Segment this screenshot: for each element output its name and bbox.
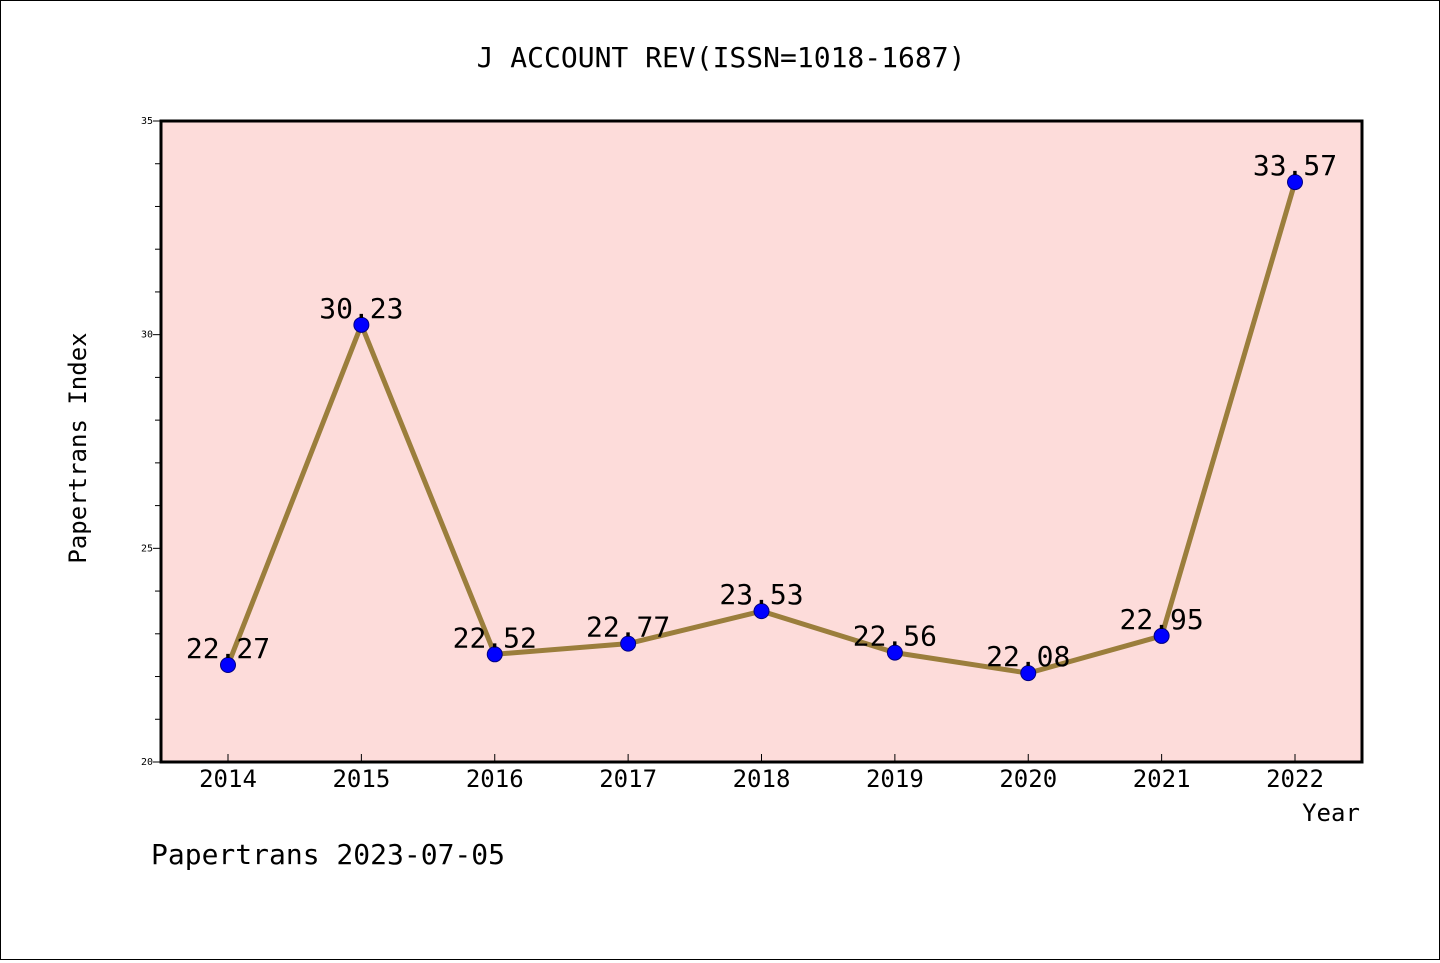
- x-tick-label: 2019: [866, 765, 924, 793]
- x-tick-label: 2022: [1266, 765, 1324, 793]
- x-tick-label: 2014: [199, 765, 257, 793]
- x-tick-label: 2016: [466, 765, 524, 793]
- data-point: [353, 316, 370, 333]
- data-label: 30.23: [319, 292, 403, 325]
- data-label: 22.77: [586, 611, 670, 644]
- data-label: 22.56: [853, 620, 937, 653]
- data-point: [753, 603, 770, 620]
- x-tick-label: 2017: [599, 765, 657, 793]
- data-label: 23.53: [719, 578, 803, 611]
- footer-date: Papertrans 2023-07-05: [151, 838, 505, 871]
- data-point: [1287, 174, 1303, 191]
- chart-title: J ACCOUNT REV(ISSN=1018-1687): [477, 41, 966, 74]
- axis-ticks: 20 25 30 35 2014 2015 2016 2017 2018 2019 2020 2021…: [141, 116, 1324, 793]
- data-point: [1020, 665, 1037, 682]
- data-point: [1153, 627, 1170, 644]
- series-layer: 22.27 30.23 22.52 22.77 23.53 22.56 22.08 22.95…: [186, 149, 1337, 682]
- data-label: 22.95: [1119, 603, 1203, 636]
- y-tick-label: 20: [141, 757, 153, 768]
- data-point: [486, 646, 503, 663]
- data-label: 33.57: [1253, 149, 1337, 182]
- plot-area: [159, 119, 1364, 764]
- x-axis-label: Year: [1302, 799, 1360, 827]
- x-tick-label: 2018: [733, 765, 791, 793]
- x-tick-label: 2021: [1133, 765, 1191, 793]
- x-tick-label: 2015: [332, 765, 390, 793]
- y-tick-label: 35: [141, 116, 153, 127]
- y-tick-label: 30: [141, 330, 153, 341]
- y-axis-label: Papertrans Index: [64, 332, 92, 563]
- data-label: 22.27: [186, 632, 270, 665]
- data-label: 22.52: [453, 621, 537, 654]
- data-label: 22.08: [986, 640, 1070, 673]
- data-point: [620, 635, 637, 652]
- y-tick-label: 25: [141, 543, 153, 554]
- data-point: [220, 656, 236, 673]
- x-tick-label: 2020: [999, 765, 1057, 793]
- data-point: [886, 644, 903, 661]
